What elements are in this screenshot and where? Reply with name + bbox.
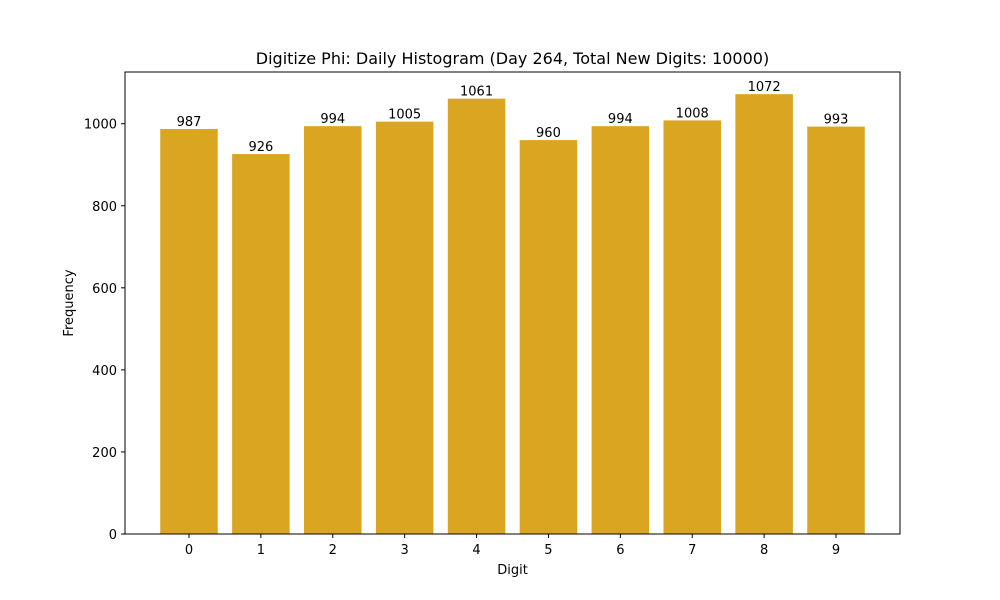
bar-value-label: 987 [177,115,202,130]
x-axis-label: Digit [497,563,528,578]
x-tick-label: 9 [832,543,840,558]
y-axis-label: Frequency [62,269,77,336]
bar-value-label: 960 [536,126,561,141]
bar-digit-7 [663,120,721,534]
bar-digit-5 [519,140,578,535]
x-tick-label: 8 [760,543,768,558]
y-tick-label: 200 [92,446,117,461]
x-tick-label: 6 [616,543,624,558]
bars-group [160,94,865,535]
x-tick-label: 3 [401,543,409,558]
bar-value-label: 994 [320,112,345,127]
x-tick-label: 2 [329,543,337,558]
y-tick-label: 0 [109,528,117,543]
x-tick-label: 4 [472,543,480,558]
bar-digit-4 [447,98,506,535]
y-tick-label: 800 [92,200,117,215]
y-tick-label: 400 [92,364,117,379]
y-axis: 0 200 400 600 800 1000 [84,118,125,543]
bar-digit-2 [304,126,362,535]
x-tick-label: 1 [257,543,265,558]
x-tick-label: 0 [185,543,193,558]
x-tick-label: 7 [688,543,696,558]
x-tick-label: 5 [544,543,552,558]
bar-digit-8 [735,94,793,534]
bar-value-label: 1072 [748,80,781,95]
chart-title: Digitize Phi: Daily Histogram (Day 264, … [256,49,769,68]
x-axis: 0 1 2 3 4 5 6 7 8 9 [185,534,840,558]
axes-frame [124,71,901,535]
bar-digit-0 [160,129,218,534]
y-tick-label: 600 [92,282,117,297]
bar-digit-3 [375,121,434,534]
bar-value-labels: 987 926 994 1005 1061 960 994 1008 1072 993 [177,80,849,155]
bar-value-label: 993 [824,113,849,128]
bar-digit-1 [232,154,290,534]
bar-value-label: 1061 [460,85,493,100]
bar-value-label: 1005 [388,108,421,123]
bar-value-label: 994 [608,112,633,127]
bar-digit-9 [807,126,865,534]
bar-value-label: 1008 [676,106,709,121]
bar-value-label: 926 [248,140,273,155]
y-tick-label: 1000 [84,118,117,133]
bar-digit-6 [591,126,650,535]
